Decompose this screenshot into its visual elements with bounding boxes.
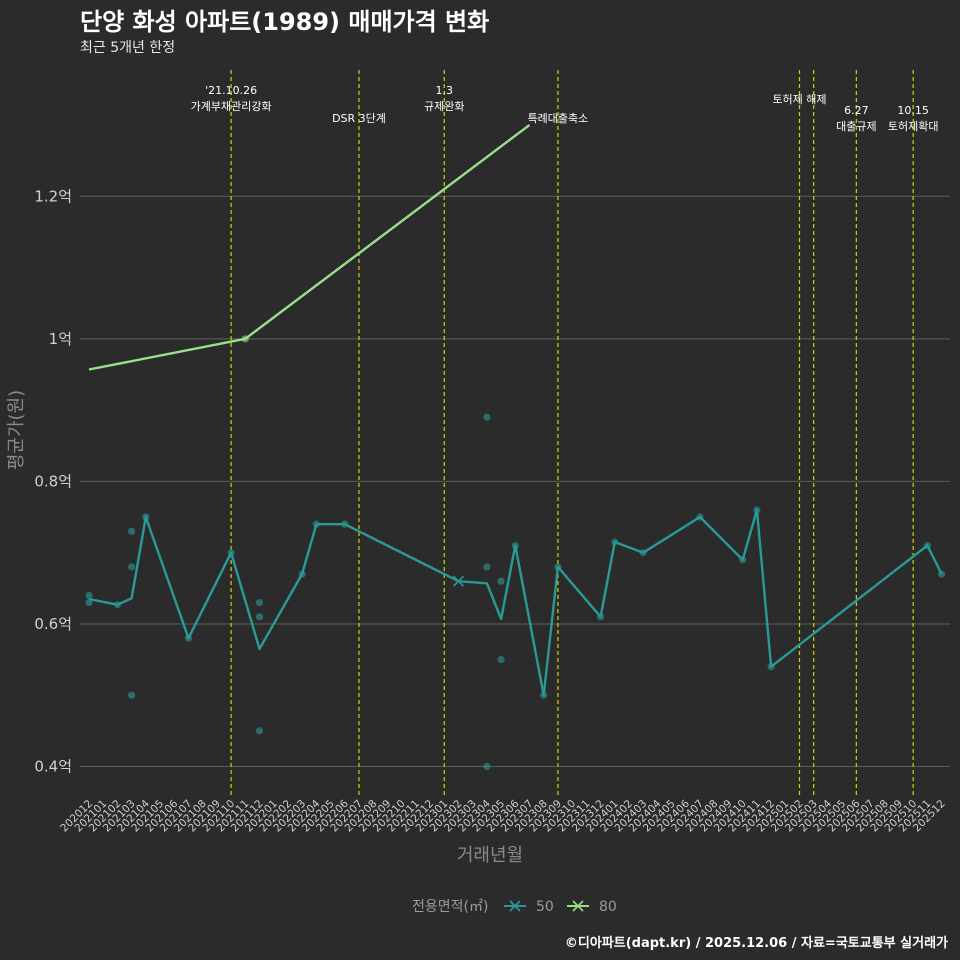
event-label: 대출규제 (836, 120, 876, 133)
x-tick-labels: 2020122021012021022021032021042021052021… (58, 797, 947, 834)
legend-label: 50 (536, 899, 554, 915)
data-point-50 (540, 691, 548, 699)
event-label: 특례대출축소 (528, 112, 589, 125)
data-point-50 (85, 591, 93, 600)
event-label: 규제완화 (424, 100, 464, 113)
data-point-50 (128, 563, 136, 571)
chart-title: 단양 화성 아파트(1989) 매매가격 변화 (80, 8, 489, 36)
event-lines (230, 70, 914, 795)
event-label: 10.15 (897, 104, 929, 117)
legend-key-cross (509, 900, 521, 912)
data-point-50 (341, 520, 349, 528)
data-point-50 (113, 601, 122, 609)
data-point-50 (596, 613, 605, 621)
data-point-50 (611, 538, 619, 546)
series-layer (85, 124, 946, 771)
data-point-50 (923, 541, 931, 550)
data-point-50 (312, 520, 320, 528)
data-point-50 (142, 513, 150, 521)
y-axis-label: 평균가(원) (6, 390, 27, 470)
data-point-50 (184, 634, 193, 642)
data-point-50 (483, 762, 491, 771)
data-point-50 (128, 691, 136, 699)
data-point-50 (128, 527, 136, 535)
data-point-50 (255, 613, 264, 621)
data-point-50 (639, 549, 647, 557)
data-point-50 (85, 598, 93, 607)
data-point-50 (554, 563, 562, 571)
legend-key-cross (572, 900, 584, 912)
data-point-50 (483, 563, 491, 571)
data-point-50 (511, 541, 519, 550)
event-label: 1.3 (436, 84, 454, 97)
y-tick-label: 1억 (49, 330, 72, 348)
data-point-50 (753, 506, 761, 514)
data-point-50 (497, 655, 505, 664)
y-tick-label: 0.4억 (34, 757, 72, 775)
legend-label: 80 (599, 899, 617, 915)
source-caption: ©디아파트(dapt.kr) / 2025.12.06 / 자료=국토교통부 실… (565, 935, 948, 951)
data-point-50 (255, 727, 264, 735)
data-point-50 (298, 570, 306, 578)
y-tick-labels: 0.4억 0.6억 0.8억 1억 1.2억 (34, 187, 72, 775)
data-point-50 (497, 577, 505, 585)
data-point-50 (255, 598, 264, 607)
legend-title: 전용면적(㎡) (412, 899, 488, 915)
event-label: '21.10.26 (205, 84, 257, 97)
event-label: 토허제 해제 (772, 92, 826, 106)
y-tick-label: 1.2억 (34, 187, 72, 205)
data-point-50 (696, 513, 704, 521)
data-marker-cross (452, 575, 465, 587)
legend: 전용면적(㎡) 50 80 (412, 899, 617, 915)
y-tick-label: 0.6억 (34, 615, 72, 633)
series-line-80 (88, 124, 531, 371)
data-point-50 (938, 570, 946, 578)
event-label: 가계부채관리강화 (191, 100, 272, 113)
data-point-50 (767, 663, 775, 671)
gridlines (80, 195, 950, 767)
data-point-80 (241, 335, 249, 343)
chart-subtitle: 최근 5개년 한정 (80, 40, 175, 56)
event-label: DSR 3단계 (332, 112, 386, 125)
event-label: 토허제확대 (888, 120, 939, 133)
x-axis-label: 거래년월 (457, 845, 523, 866)
data-point-50 (739, 556, 747, 564)
event-label: 6.27 (844, 104, 869, 117)
y-tick-label: 0.8억 (34, 472, 72, 490)
data-point-50 (227, 549, 235, 557)
data-point-50 (483, 413, 491, 421)
